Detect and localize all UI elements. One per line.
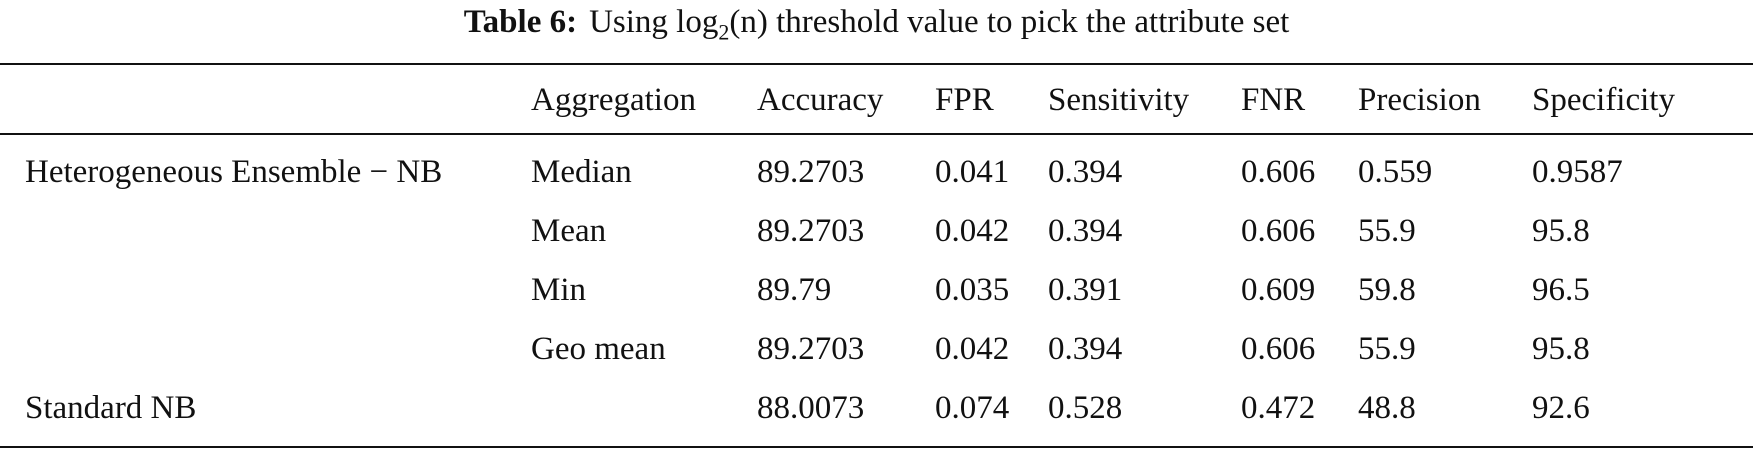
mid-rule bbox=[0, 133, 1753, 135]
table-cell: 0.606 bbox=[1241, 213, 1316, 249]
table-cell: 0.559 bbox=[1358, 154, 1433, 190]
table-cell: 0.394 bbox=[1048, 154, 1123, 190]
table-cell: 0.472 bbox=[1241, 390, 1316, 426]
table-cell: 92.6 bbox=[1532, 390, 1590, 426]
table-cell: 0.041 bbox=[935, 154, 1010, 190]
table-cell: 0.074 bbox=[935, 390, 1010, 426]
caption: Table 6: Using log2(n) threshold value to… bbox=[0, 0, 1753, 55]
table-cell: 0.606 bbox=[1241, 331, 1316, 367]
column-header: Precision bbox=[1358, 82, 1481, 118]
table-cell: 0.609 bbox=[1241, 272, 1316, 308]
top-rule bbox=[0, 63, 1753, 65]
table-cell: 0.9587 bbox=[1532, 154, 1623, 190]
column-header: FNR bbox=[1241, 82, 1306, 118]
caption-text: (n) threshold value to pick the attribut… bbox=[729, 4, 1290, 40]
table-cell: Min bbox=[531, 272, 587, 308]
table-cell: 89.2703 bbox=[757, 213, 865, 249]
table-cell: Median bbox=[531, 154, 632, 190]
table-cell: 48.8 bbox=[1358, 390, 1416, 426]
table-cell: 89.2703 bbox=[757, 331, 865, 367]
table-cell: 96.5 bbox=[1532, 272, 1590, 308]
table-cell: 0.394 bbox=[1048, 213, 1123, 249]
column-header: Aggregation bbox=[531, 82, 696, 118]
table-cell: 55.9 bbox=[1358, 331, 1416, 367]
caption-subscript: 2 bbox=[718, 19, 730, 45]
table-cell: Geo mean bbox=[531, 331, 666, 367]
table-cell: 0.606 bbox=[1241, 154, 1316, 190]
row-group-label: Standard NB bbox=[25, 390, 197, 426]
table-cell: Mean bbox=[531, 213, 607, 249]
table-cell: 95.8 bbox=[1532, 213, 1590, 249]
table-cell: 59.8 bbox=[1358, 272, 1416, 308]
caption-label: Table 6: bbox=[463, 4, 578, 40]
row-group-label: Heterogeneous Ensemble − NB bbox=[25, 154, 443, 190]
table-cell: 0.391 bbox=[1048, 272, 1123, 308]
column-header: Specificity bbox=[1532, 82, 1675, 118]
column-header: FPR bbox=[935, 82, 994, 118]
table-cell: 0.042 bbox=[935, 213, 1010, 249]
bottom-rule bbox=[0, 446, 1753, 448]
table-cell: 0.394 bbox=[1048, 331, 1123, 367]
table-cell: 55.9 bbox=[1358, 213, 1416, 249]
table-cell: 89.79 bbox=[757, 272, 832, 308]
table-cell: 88.0073 bbox=[757, 390, 865, 426]
table-cell: 95.8 bbox=[1532, 331, 1590, 367]
caption-text: Using log bbox=[589, 4, 719, 40]
table-cell: 89.2703 bbox=[757, 154, 865, 190]
table-cell: 0.528 bbox=[1048, 390, 1123, 426]
table-cell: 0.035 bbox=[935, 272, 1010, 308]
column-header: Accuracy bbox=[757, 82, 884, 118]
table-cell: 0.042 bbox=[935, 331, 1010, 367]
column-header: Sensitivity bbox=[1048, 82, 1190, 118]
